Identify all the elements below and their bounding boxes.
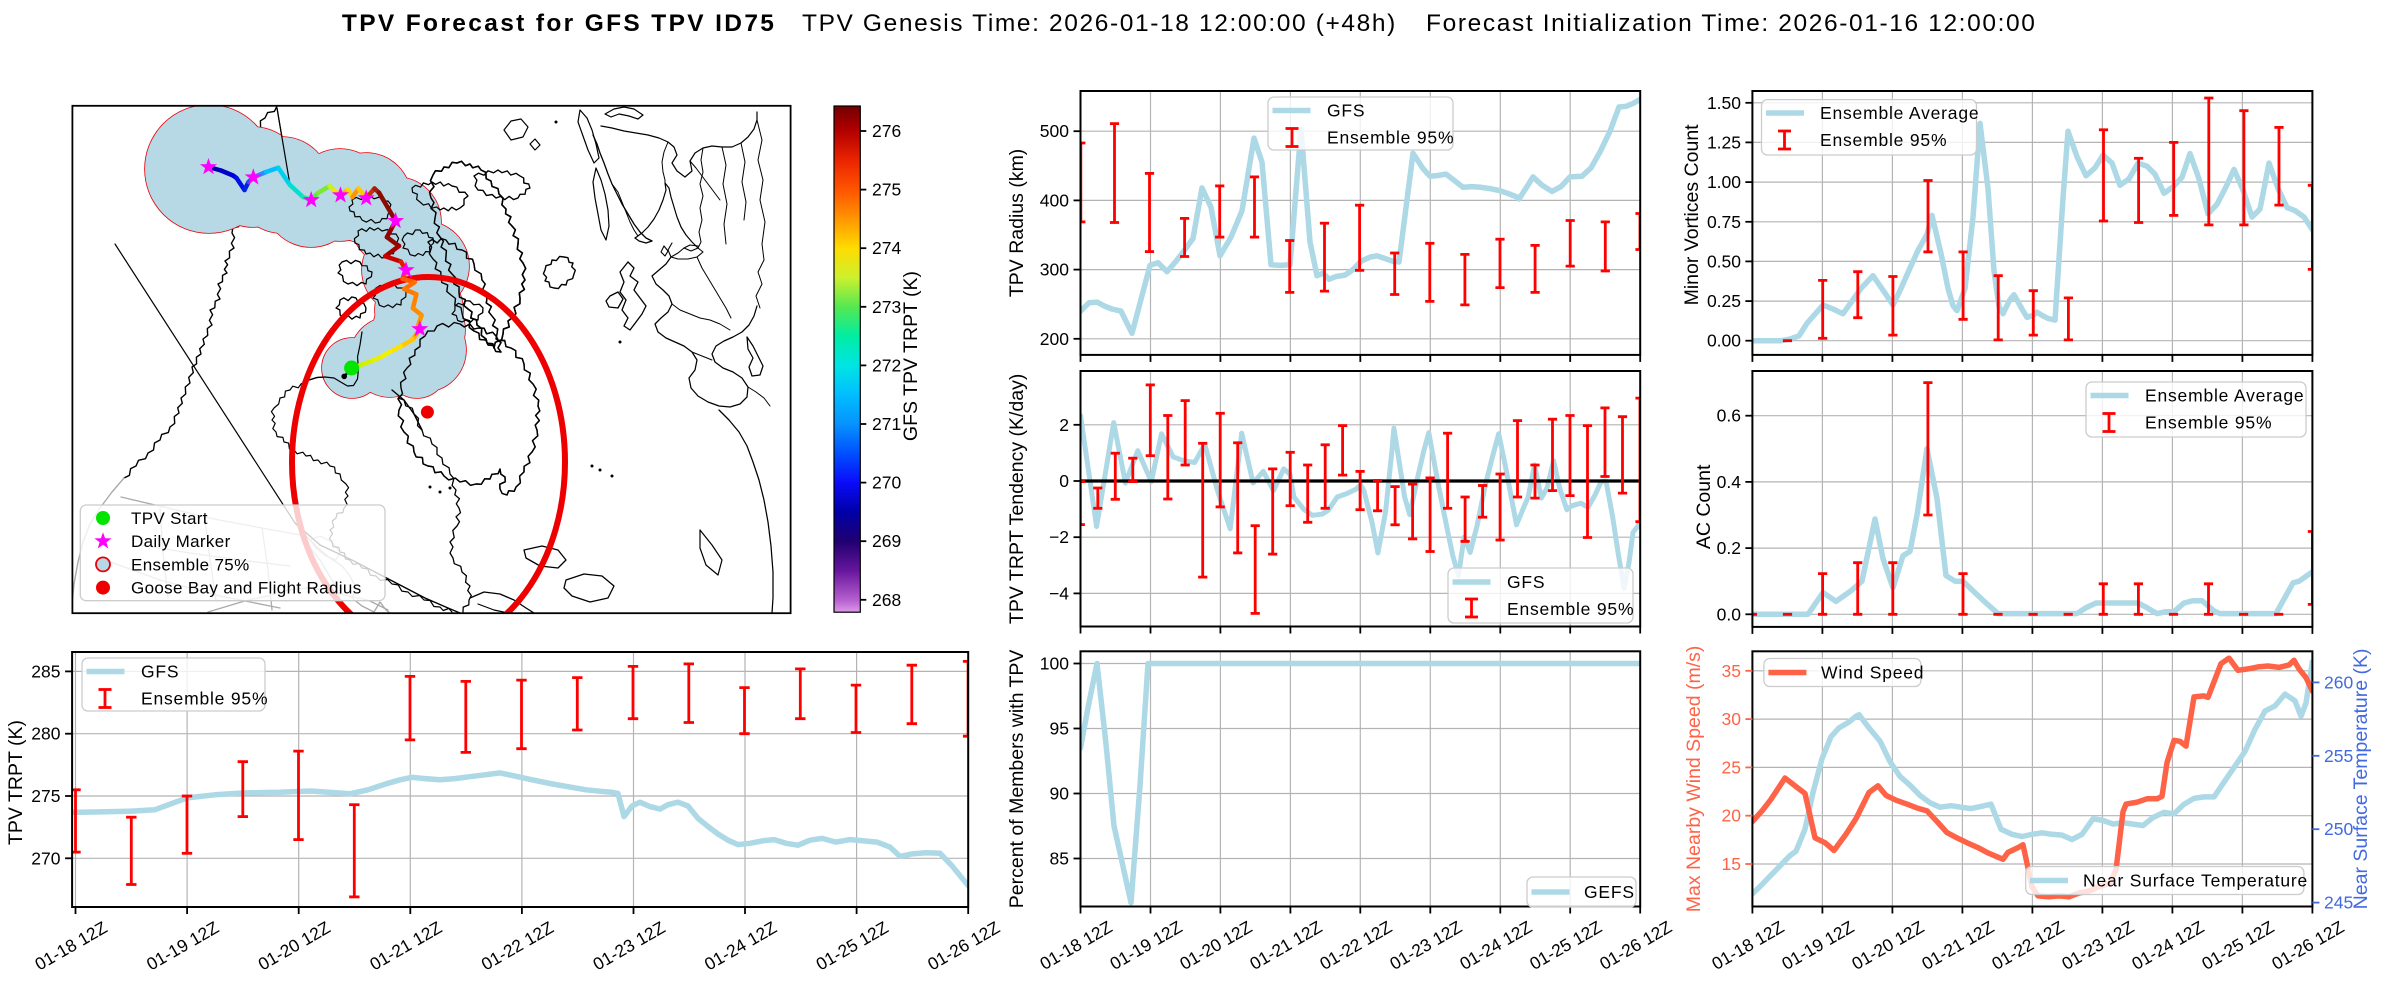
svg-text:255: 255 — [2324, 746, 2353, 766]
svg-text:0.00: 0.00 — [1707, 331, 1741, 351]
svg-text:0.25: 0.25 — [1707, 291, 1741, 311]
svg-text:Ensemble 95%: Ensemble 95% — [1327, 128, 1454, 148]
svg-text:270: 270 — [31, 848, 60, 868]
svg-text:Near Surface Temperature (K): Near Surface Temperature (K) — [2350, 648, 2372, 909]
svg-text:GFS: GFS — [1327, 101, 1365, 121]
svg-text:GEFS: GEFS — [1584, 882, 1635, 902]
svg-text:245: 245 — [2324, 893, 2353, 913]
svg-text:0.0: 0.0 — [1717, 604, 1742, 624]
svg-text:0.75: 0.75 — [1707, 212, 1741, 232]
svg-text:85: 85 — [1050, 849, 1069, 869]
svg-text:GFS TPV TRPT (K): GFS TPV TRPT (K) — [900, 271, 922, 441]
svg-text:400: 400 — [1040, 190, 1069, 210]
svg-text:300: 300 — [1040, 260, 1069, 280]
svg-text:−4: −4 — [1049, 583, 1069, 603]
svg-text:275: 275 — [31, 786, 60, 806]
svg-text:268: 268 — [872, 590, 901, 610]
svg-text:Near Surface Temperature: Near Surface Temperature — [2083, 871, 2308, 891]
svg-text:35: 35 — [1722, 661, 1741, 681]
svg-text:TPV Forecast for GFS TPV ID75: TPV Forecast for GFS TPV ID75 — [342, 10, 776, 37]
svg-text:Daily Marker: Daily Marker — [131, 532, 231, 551]
svg-text:100: 100 — [1040, 654, 1069, 674]
svg-text:95: 95 — [1050, 719, 1069, 739]
svg-text:250: 250 — [2324, 819, 2353, 839]
svg-text:1.25: 1.25 — [1707, 132, 1741, 152]
svg-text:273: 273 — [872, 297, 901, 317]
svg-text:20: 20 — [1722, 806, 1742, 826]
svg-text:285: 285 — [31, 661, 60, 681]
svg-text:0: 0 — [1059, 471, 1069, 491]
svg-text:Ensemble 95%: Ensemble 95% — [141, 689, 268, 709]
svg-text:Percent of Members with TPV: Percent of Members with TPV — [1006, 650, 1028, 909]
svg-text:0.50: 0.50 — [1707, 251, 1741, 271]
svg-text:90: 90 — [1050, 784, 1070, 804]
svg-text:1.50: 1.50 — [1707, 93, 1741, 113]
svg-text:15: 15 — [1722, 854, 1741, 874]
svg-text:AC Count: AC Count — [1693, 464, 1715, 549]
svg-text:0.6: 0.6 — [1717, 406, 1741, 426]
svg-text:200: 200 — [1040, 329, 1069, 349]
svg-text:Ensemble 95%: Ensemble 95% — [2145, 413, 2272, 433]
svg-text:Ensemble Average: Ensemble Average — [2145, 386, 2304, 406]
svg-text:272: 272 — [872, 355, 901, 375]
svg-text:Goose Bay and Flight Radius: Goose Bay and Flight Radius — [131, 579, 362, 598]
svg-text:30: 30 — [1722, 709, 1742, 729]
svg-text:TPV Start: TPV Start — [131, 509, 208, 528]
svg-text:271: 271 — [872, 414, 901, 434]
svg-text:0.4: 0.4 — [1717, 472, 1742, 492]
svg-text:TPV TRPT Tendency (K/day): TPV TRPT Tendency (K/day) — [1006, 374, 1028, 624]
svg-text:GFS: GFS — [141, 662, 179, 682]
svg-text:500: 500 — [1040, 121, 1069, 141]
svg-text:270: 270 — [872, 473, 901, 493]
svg-text:TPV Radius (km): TPV Radius (km) — [1006, 149, 1028, 297]
svg-text:Ensemble 95%: Ensemble 95% — [1820, 130, 1947, 150]
svg-text:269: 269 — [872, 531, 901, 551]
svg-text:25: 25 — [1722, 757, 1741, 777]
svg-text:GFS: GFS — [1507, 572, 1545, 592]
svg-text:Ensemble Average: Ensemble Average — [1820, 103, 1979, 123]
svg-text:TPV TRPT (K): TPV TRPT (K) — [5, 720, 27, 845]
svg-text:−2: −2 — [1049, 527, 1069, 547]
svg-text:Wind Speed: Wind Speed — [1821, 663, 1924, 683]
svg-text:Max Nearby Wind Speed (m/s): Max Nearby Wind Speed (m/s) — [1683, 646, 1705, 913]
svg-text:Minor Vortices Count: Minor Vortices Count — [1681, 124, 1703, 306]
svg-text:280: 280 — [31, 724, 60, 744]
svg-text:276: 276 — [872, 121, 901, 141]
svg-text:260: 260 — [2324, 672, 2353, 692]
svg-text:Ensemble 75%: Ensemble 75% — [131, 555, 250, 574]
svg-text:TPV Genesis Time: 2026-01-18 1: TPV Genesis Time: 2026-01-18 12:00:00 (+… — [802, 10, 1397, 37]
svg-text:2: 2 — [1059, 415, 1069, 435]
svg-text:0.2: 0.2 — [1717, 538, 1741, 558]
svg-text:275: 275 — [872, 180, 901, 200]
svg-text:Forecast Initialization Time:: Forecast Initialization Time: 2026-01-16… — [1426, 10, 2037, 37]
svg-text:274: 274 — [872, 238, 901, 258]
svg-text:Ensemble 95%: Ensemble 95% — [1507, 599, 1634, 619]
svg-text:1.00: 1.00 — [1707, 172, 1741, 192]
